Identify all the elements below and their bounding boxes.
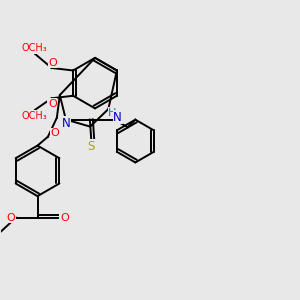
Text: O: O bbox=[6, 213, 15, 223]
Text: H: H bbox=[108, 108, 117, 118]
Text: OCH₃: OCH₃ bbox=[22, 43, 47, 53]
Text: N: N bbox=[113, 111, 122, 124]
Text: S: S bbox=[88, 140, 95, 153]
Text: O: O bbox=[49, 58, 58, 68]
Text: N: N bbox=[61, 117, 70, 130]
Text: O: O bbox=[50, 128, 59, 138]
Text: O: O bbox=[60, 213, 69, 223]
Text: O: O bbox=[48, 99, 57, 109]
Text: OCH₃: OCH₃ bbox=[22, 111, 47, 121]
